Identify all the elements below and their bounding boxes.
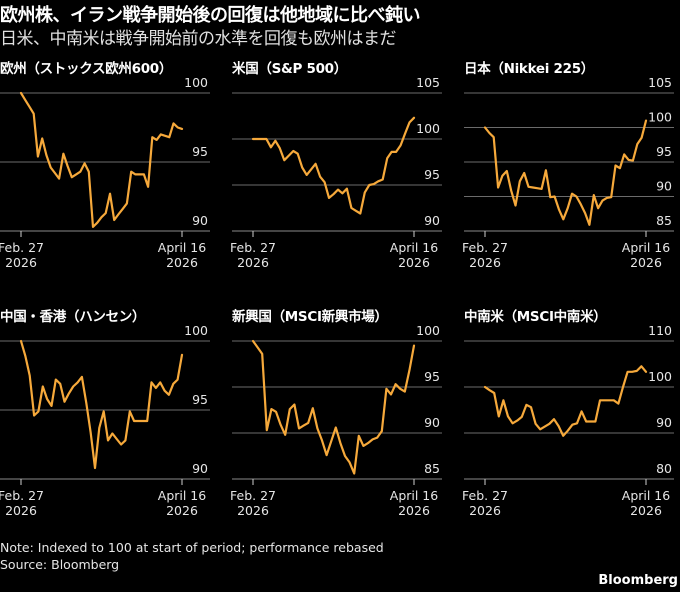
x-tick-label: Feb. 27 bbox=[0, 240, 44, 255]
series-line bbox=[251, 116, 416, 215]
series-line bbox=[19, 91, 184, 228]
panel-europe: 欧州（ストックス欧州600） 90 95 100 Feb. 27 2026 April 1… bbox=[0, 57, 222, 287]
y-tick-label: 110 bbox=[648, 323, 672, 338]
y-tick-label: 105 bbox=[416, 75, 440, 90]
y-tick-label: 90 bbox=[656, 415, 672, 430]
bloomberg-logo: Bloomberg bbox=[598, 573, 678, 588]
x-tick-label: 2026 bbox=[5, 503, 37, 518]
y-tick-label: 90 bbox=[192, 461, 208, 476]
x-tick-label: Feb. 27 bbox=[462, 240, 508, 255]
footnote: Note: Indexed to 100 at start of period;… bbox=[0, 540, 384, 555]
x-tick-label: 2026 bbox=[5, 255, 37, 270]
x-tick-label: 2026 bbox=[469, 503, 501, 518]
y-tick-label: 95 bbox=[192, 144, 208, 159]
x-tick-label: 2026 bbox=[398, 503, 430, 518]
y-tick-label: 100 bbox=[184, 323, 208, 338]
x-tick-label: 2026 bbox=[398, 255, 430, 270]
panel-title: 中南米（MSCI中南米） bbox=[464, 309, 607, 325]
x-tick-label: April 16 bbox=[158, 240, 206, 255]
x-tick-label: Feb. 27 bbox=[0, 488, 44, 503]
x-tick-label: April 16 bbox=[390, 240, 438, 255]
y-tick-label: 100 bbox=[184, 75, 208, 90]
y-tick-label: 100 bbox=[648, 110, 672, 125]
y-tick-label: 100 bbox=[416, 323, 440, 338]
panel-title: 米国（S&P 500） bbox=[232, 61, 347, 77]
y-tick-label: 85 bbox=[656, 213, 672, 228]
y-tick-label: 95 bbox=[424, 369, 440, 384]
y-tick-label: 80 bbox=[656, 461, 672, 476]
y-tick-label: 95 bbox=[192, 392, 208, 407]
x-tick-label: Feb. 27 bbox=[462, 488, 508, 503]
series-line bbox=[251, 339, 416, 475]
x-tick-label: 2026 bbox=[237, 503, 269, 518]
y-tick-label: 90 bbox=[424, 213, 440, 228]
x-tick-label: April 16 bbox=[622, 240, 670, 255]
x-tick-label: Feb. 27 bbox=[230, 240, 276, 255]
y-tick-label: 105 bbox=[648, 75, 672, 90]
x-tick-label: April 16 bbox=[158, 488, 206, 503]
y-tick-label: 85 bbox=[424, 461, 440, 476]
panel-japan: 日本（Nikkei 225） 85 90 95 100 105 Feb. 27 2026 Ap… bbox=[462, 57, 680, 287]
x-tick-label: April 16 bbox=[390, 488, 438, 503]
x-tick-label: 2026 bbox=[166, 255, 198, 270]
series-line bbox=[19, 339, 184, 470]
x-tick-label: 2026 bbox=[237, 255, 269, 270]
chart-title: 欧州株、イラン戦争開始後の回復は他地域に比べ鈍い bbox=[0, 5, 421, 26]
chart-subtitle: 日米、中南米は戦争開始前の水準を回復も欧州はまだ bbox=[0, 29, 397, 49]
y-tick-label: 90 bbox=[192, 213, 208, 228]
series-line bbox=[483, 119, 648, 226]
panel-latam: 中南米（MSCI中南米） 80 90 100 110 Feb. 27 2026 April … bbox=[462, 305, 680, 535]
y-tick-label: 90 bbox=[656, 179, 672, 194]
series-line bbox=[483, 365, 648, 437]
x-tick-label: April 16 bbox=[622, 488, 670, 503]
source-note: Source: Bloomberg bbox=[0, 557, 120, 572]
y-tick-label: 95 bbox=[656, 144, 672, 159]
y-tick-label: 100 bbox=[648, 369, 672, 384]
y-tick-label: 90 bbox=[424, 415, 440, 430]
panel-title: 欧州（ストックス欧州600） bbox=[0, 61, 173, 77]
x-tick-label: 2026 bbox=[469, 255, 501, 270]
panel-emerging: 新興国（MSCI新興市場） 85 90 95 100 Feb. 27 2026 April … bbox=[230, 305, 454, 535]
y-tick-label: 100 bbox=[416, 121, 440, 136]
x-tick-label: 2026 bbox=[630, 255, 662, 270]
panel-title: 中国・香港（ハンセン） bbox=[0, 309, 146, 325]
x-tick-label: 2026 bbox=[166, 503, 198, 518]
x-tick-label: Feb. 27 bbox=[230, 488, 276, 503]
panel-title: 新興国（MSCI新興市場） bbox=[232, 309, 388, 325]
y-tick-label: 95 bbox=[424, 167, 440, 182]
panel-us: 米国（S&P 500） 90 95 100 105 Feb. 27 2026 April 1… bbox=[230, 57, 454, 287]
panel-china-hk: 中国・香港（ハンセン） 90 95 100 Feb. 27 2026 April 16 20… bbox=[0, 305, 222, 535]
panel-title: 日本（Nikkei 225） bbox=[464, 61, 594, 77]
x-tick-label: 2026 bbox=[630, 503, 662, 518]
